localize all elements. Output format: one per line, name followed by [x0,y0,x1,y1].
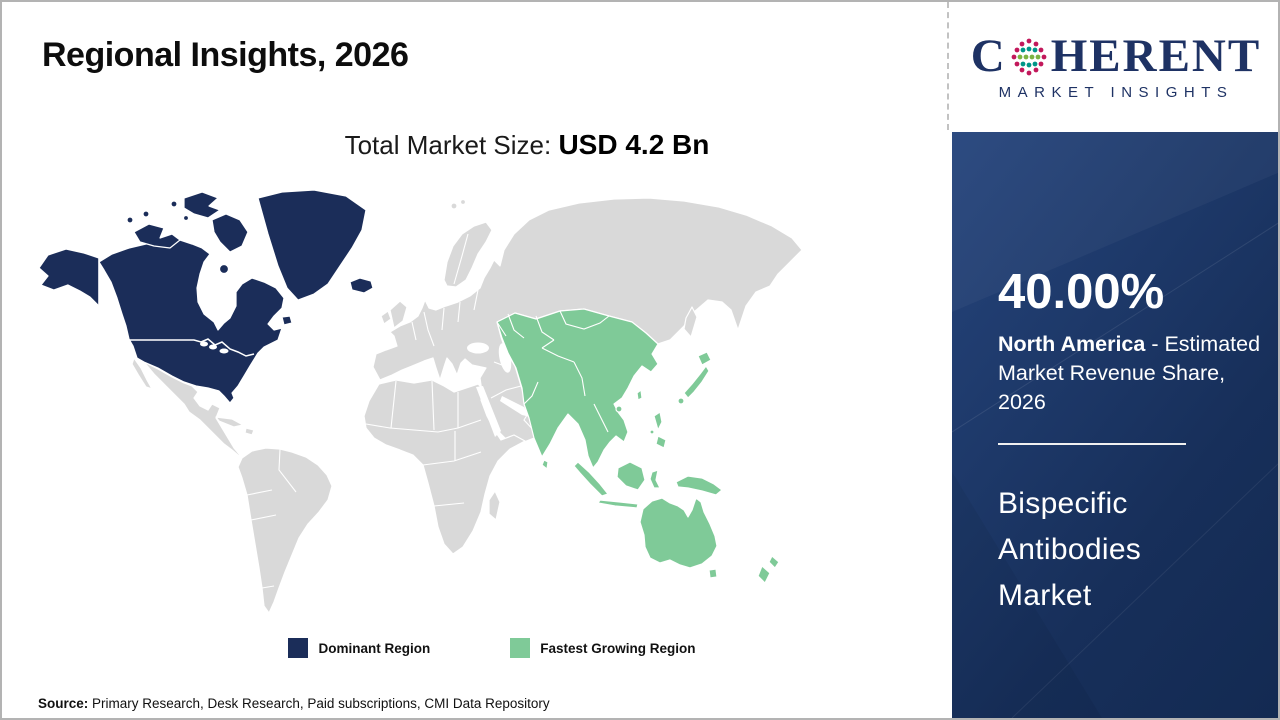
logo-globe-icon [1011,38,1047,75]
share-region: North America [998,332,1146,356]
sidebar-panel: 40.00% North America - Estimated Market … [952,132,1278,718]
map-north-america [38,189,374,404]
logo-tagline: MARKET INSIGHTS [998,84,1234,101]
map-asia-pacific [496,308,780,584]
total-market-size-label: Total Market Size: [344,130,559,160]
map-other-regions [131,197,803,614]
page-title: Regional Insights, 2026 [42,36,409,74]
dominant-label: Dominant Region [318,640,431,656]
fastest-swatch [510,638,531,658]
map-apac-borders [496,310,610,433]
share-value: 40.00% [998,265,1165,319]
total-market-size-value: USD 4.2 Bn [558,129,710,160]
panel-content: 40.00% North America - Estimated Market … [952,132,1278,619]
panel-divider [998,443,1186,445]
map-country-borders [246,233,540,589]
source-text: Primary Research, Desk Research, Paid su… [88,696,550,711]
source-line: Source: Primary Research, Desk Research,… [38,696,550,711]
map-seas [467,342,530,437]
fastest-label: Fastest Growing Region [540,640,696,656]
share-rest: - Estimated Market Revenue Share, 2026 [998,332,1261,414]
legend: Dominant Region Fastest Growing Region [62,638,922,658]
map-na-borders [98,258,255,357]
right-column: C [947,2,1278,718]
dominant-swatch [288,638,309,658]
legend-item-fastest: Fastest Growing Region [510,638,696,658]
legend-item-dominant: Dominant Region [288,638,430,658]
total-market-size: Total Market Size: USD 4.2 Bn [102,129,952,161]
logo: C [952,2,1278,132]
world-map [34,189,814,620]
market-name: Bispecific Antibodies Market [998,487,1142,612]
world-map-svg [38,189,803,614]
logo-letter-c: C [970,30,1007,82]
logo-wordmark: C [971,33,1261,80]
share-description: North America - Estimated Market Revenue… [998,330,1274,417]
source-label: Source: [38,696,89,711]
logo-letters-herent: HERENT [1050,30,1262,82]
panel-decoration [952,132,1278,718]
dashed-separator [947,2,949,130]
